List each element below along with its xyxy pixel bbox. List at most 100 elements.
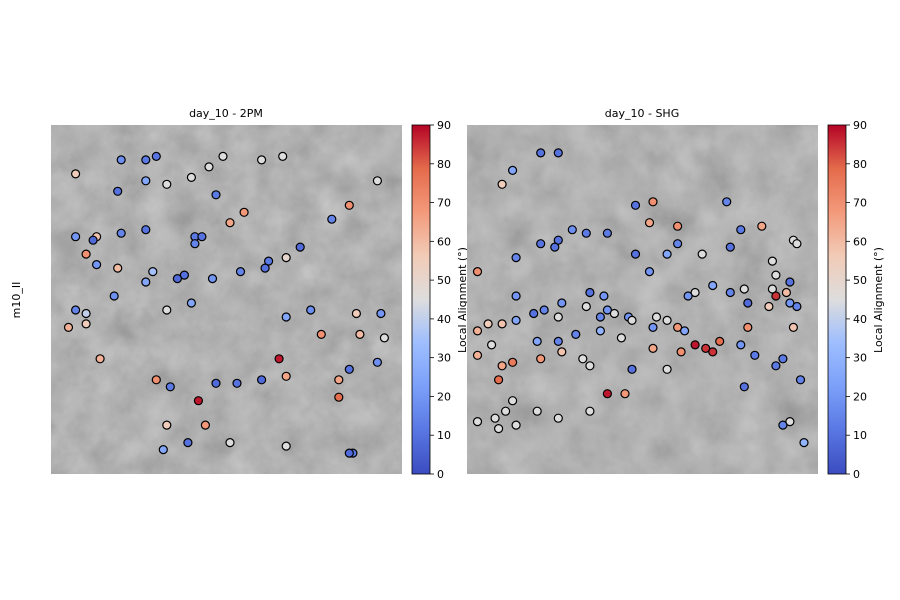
- scatter-point: [701, 343, 711, 353]
- scatter-point: [708, 280, 718, 291]
- colorbar-label-2pm: Local Alignment (°): [456, 247, 469, 353]
- colorbar-shg: 0 10 20 30 40 50 60 70 80 90 Local Alignment (°): [827, 119, 885, 481]
- scatter-point: [344, 448, 354, 458]
- scatter-point: [207, 274, 218, 284]
- scatter-point: [767, 256, 778, 266]
- panel-shg: day_10 - SHG: [467, 107, 818, 474]
- scatter-point: [372, 176, 382, 186]
- colorbar-ticks-shg: 0 10 20 30 40 50 60 70 80 90: [846, 119, 867, 481]
- colorbar-tick-label: 0: [437, 468, 444, 481]
- scatter-point: [281, 441, 291, 451]
- scatter-point: [567, 225, 577, 235]
- scatter-point: [186, 172, 196, 182]
- scatter-point: [595, 312, 606, 322]
- scatter-point: [151, 375, 161, 385]
- scatter-point: [725, 287, 735, 298]
- scatter-point: [81, 319, 91, 329]
- scatter-point: [274, 354, 284, 364]
- scatter-point: [788, 322, 799, 332]
- colorbar-tick-label: 50: [437, 274, 451, 287]
- scatter-point: [672, 239, 683, 249]
- scatter-point: [743, 298, 753, 308]
- scatter-point: [109, 291, 119, 301]
- scatter-point: [662, 315, 672, 325]
- scatter-point: [536, 148, 546, 158]
- scatter-point: [736, 225, 746, 235]
- scatter-point: [785, 417, 795, 427]
- scatter-point: [141, 155, 151, 165]
- scatter-point: [715, 336, 725, 346]
- scatter-point: [648, 343, 658, 353]
- scatter-point: [620, 389, 630, 399]
- scatter-point: [494, 424, 504, 434]
- scatter-point: [281, 312, 291, 322]
- scatter-point: [81, 308, 91, 319]
- scatter-point: [750, 350, 760, 360]
- scatter-point: [585, 287, 595, 298]
- scatter-point: [141, 225, 151, 235]
- scatter-point: [63, 322, 74, 332]
- scatter-point: [771, 270, 781, 280]
- scatter-point: [644, 267, 655, 277]
- scatter-point: [113, 186, 123, 196]
- colorbar-tick-label: 80: [437, 158, 451, 171]
- scatter-point: [483, 319, 493, 329]
- scatter-point: [151, 151, 161, 161]
- scatter-point: [630, 249, 641, 259]
- scatter-point: [218, 151, 228, 161]
- scatter-point: [490, 413, 500, 423]
- colorbar-tick-label: 40: [437, 313, 451, 326]
- scatter-point: [232, 378, 242, 388]
- scatter-point: [662, 364, 672, 374]
- scatter-point: [355, 329, 365, 339]
- scatter-point: [795, 375, 806, 385]
- scatter-point: [532, 336, 542, 346]
- scatter-point: [239, 207, 249, 217]
- scatter-point: [162, 305, 172, 315]
- colorbar-2pm: 0 10 20 30 40 50 60 70 80 90 Local Alignment (°): [411, 119, 469, 481]
- scatter-point: [334, 392, 344, 402]
- scatter-point: [767, 284, 778, 294]
- scatter-point: [785, 298, 795, 308]
- scatter-point: [550, 242, 560, 252]
- colorbar-tick-label: 20: [437, 390, 451, 403]
- scatter-point: [200, 420, 210, 430]
- scatter-point: [672, 221, 683, 231]
- scatter-point: [116, 155, 126, 165]
- scatter-point: [211, 378, 221, 388]
- scatter-point: [553, 413, 563, 423]
- scatter-point: [162, 420, 172, 430]
- scatter-point: [739, 382, 749, 392]
- colorbar-tick-label: 70: [853, 197, 867, 210]
- scatter-point: [511, 420, 521, 430]
- scatter-point: [536, 239, 546, 249]
- scatter-point: [165, 382, 175, 392]
- scatter-point: [204, 162, 214, 172]
- scatter-point: [578, 354, 588, 364]
- scatter-point: [616, 333, 627, 343]
- scatter-point: [662, 249, 672, 259]
- scatter-point: [778, 420, 788, 430]
- scatter-point: [771, 361, 781, 371]
- colorbar-tick-label: 60: [853, 235, 867, 248]
- scatter-point: [602, 228, 613, 238]
- scatter-point: [257, 155, 267, 165]
- scatter-point: [162, 179, 172, 189]
- scatter-point: [295, 242, 305, 252]
- scatter-point: [334, 375, 344, 385]
- scatter-point: [539, 305, 549, 315]
- scatter-point: [235, 267, 246, 277]
- scatter-point: [344, 200, 354, 210]
- scatter-point: [690, 340, 700, 350]
- scatter-point: [88, 235, 98, 245]
- scatter-point: [225, 218, 235, 228]
- scatter-point: [557, 347, 567, 357]
- scatter-point: [497, 361, 507, 371]
- scatter-point: [511, 253, 521, 263]
- scatter-point: [372, 357, 382, 367]
- scatter-point: [511, 315, 521, 325]
- image-texture-shg: [467, 125, 818, 474]
- scatter-point: [497, 179, 507, 189]
- scatter-point: [507, 357, 518, 367]
